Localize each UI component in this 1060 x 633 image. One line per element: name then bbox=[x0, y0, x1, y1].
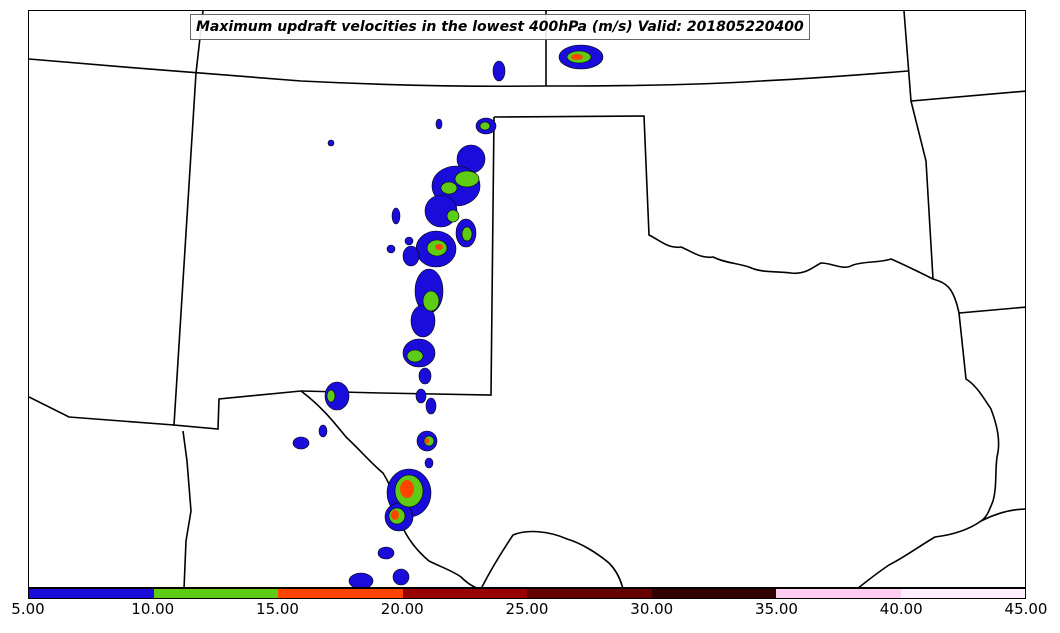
map-title: Maximum updraft velocities in the lowest… bbox=[190, 14, 810, 40]
colorbar-tick-label: 5.00 bbox=[11, 600, 45, 618]
colorbar-segment bbox=[527, 589, 652, 598]
colorbar-tick-label: 15.00 bbox=[256, 600, 299, 618]
colorbar-segment bbox=[651, 589, 776, 598]
colorbar-tick-label: 20.00 bbox=[380, 600, 424, 618]
colorbar-segment bbox=[278, 589, 403, 598]
colorbar-segment bbox=[153, 589, 278, 598]
map-canvas bbox=[29, 11, 1025, 587]
updraft-cells bbox=[292, 44, 604, 587]
colorbar-segment bbox=[776, 589, 901, 598]
colorbar-ticks: 5.00 10.00 15.00 20.00 25.00 30.00 35.00 40.00 4… bbox=[0, 600, 1060, 622]
colorbar-segment bbox=[402, 589, 527, 598]
colorbar-tick-label: 45.00 bbox=[1004, 600, 1048, 618]
colorbar-segment bbox=[29, 589, 154, 598]
colorbar-tick-label: 40.00 bbox=[879, 600, 923, 618]
state-borders bbox=[29, 11, 1025, 587]
colorbar-tick-label: 30.00 bbox=[630, 600, 674, 618]
colorbar-segment bbox=[900, 589, 1025, 598]
colorbar-tick-label: 25.00 bbox=[505, 600, 549, 618]
map-frame bbox=[28, 10, 1026, 588]
colorbar bbox=[28, 588, 1026, 599]
colorbar-tick-label: 10.00 bbox=[131, 600, 175, 618]
colorbar-tick-label: 35.00 bbox=[755, 600, 798, 618]
